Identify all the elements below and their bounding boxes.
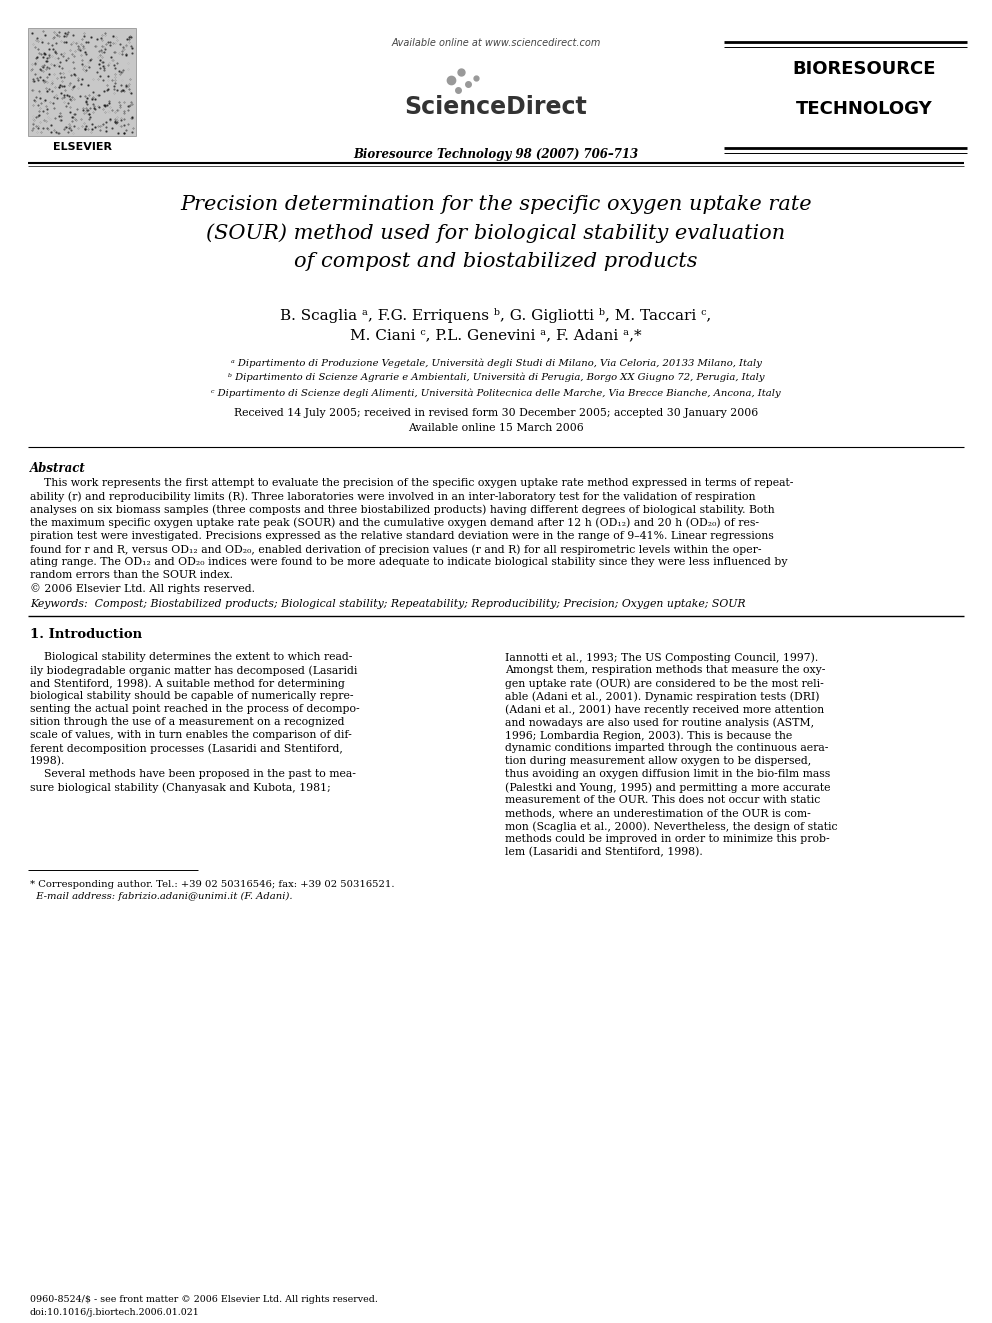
Text: ELSEVIER: ELSEVIER: [53, 142, 111, 152]
Text: random errors than the SOUR index.: random errors than the SOUR index.: [30, 570, 233, 581]
Text: ᵃ Dipartimento di Produzione Vegetale, Università degli Studi di Milano, Via Cel: ᵃ Dipartimento di Produzione Vegetale, U…: [230, 359, 762, 368]
Text: scale of values, with in turn enables the comparison of dif-: scale of values, with in turn enables th…: [30, 730, 352, 740]
Text: Abstract: Abstract: [30, 462, 85, 475]
Text: Keywords:  Compost; Biostabilized products; Biological stability; Repeatability;: Keywords: Compost; Biostabilized product…: [30, 599, 746, 609]
Text: ScienceDirect: ScienceDirect: [405, 95, 587, 119]
Text: BIORESOURCE: BIORESOURCE: [793, 60, 935, 78]
Text: and Stentiford, 1998). A suitable method for determining: and Stentiford, 1998). A suitable method…: [30, 677, 345, 688]
Text: 1. Introduction: 1. Introduction: [30, 628, 142, 642]
Text: able (Adani et al., 2001). Dynamic respiration tests (DRI): able (Adani et al., 2001). Dynamic respi…: [505, 691, 819, 701]
Text: TECHNOLOGY: TECHNOLOGY: [796, 101, 932, 118]
Text: 1998).: 1998).: [30, 755, 65, 766]
Text: 0960-8524/$ - see front matter © 2006 Elsevier Ltd. All rights reserved.: 0960-8524/$ - see front matter © 2006 El…: [30, 1295, 378, 1304]
Text: methods could be improved in order to minimize this prob-: methods could be improved in order to mi…: [505, 833, 829, 844]
Text: doi:10.1016/j.biortech.2006.01.021: doi:10.1016/j.biortech.2006.01.021: [30, 1308, 199, 1316]
Text: tion during measurement allow oxygen to be dispersed,: tion during measurement allow oxygen to …: [505, 755, 811, 766]
Text: methods, where an underestimation of the OUR is com-: methods, where an underestimation of the…: [505, 808, 810, 818]
Text: Bioresource Technology 98 (2007) 706–713: Bioresource Technology 98 (2007) 706–713: [353, 148, 639, 161]
Text: measurement of the OUR. This does not occur with static: measurement of the OUR. This does not oc…: [505, 795, 820, 804]
Text: B. Scaglia ᵃ, F.G. Erriquens ᵇ, G. Gigliotti ᵇ, M. Taccari ᶜ,: B. Scaglia ᵃ, F.G. Erriquens ᵇ, G. Gigli…: [281, 308, 711, 323]
Text: ferent decomposition processes (Lasaridi and Stentiford,: ferent decomposition processes (Lasaridi…: [30, 744, 343, 754]
Text: M. Ciani ᶜ, P.L. Genevini ᵃ, F. Adani ᵃ,*: M. Ciani ᶜ, P.L. Genevini ᵃ, F. Adani ᵃ,…: [350, 328, 642, 343]
Text: ily biodegradable organic matter has decomposed (Lasaridi: ily biodegradable organic matter has dec…: [30, 665, 357, 676]
Text: Precision determination for the specific oxygen uptake rate
(SOUR) method used f: Precision determination for the specific…: [181, 194, 811, 271]
Text: * Corresponding author. Tel.: +39 02 50316546; fax: +39 02 50316521.: * Corresponding author. Tel.: +39 02 503…: [30, 880, 395, 889]
Text: Several methods have been proposed in the past to mea-: Several methods have been proposed in th…: [30, 769, 356, 779]
Text: gen uptake rate (OUR) are considered to be the most reli-: gen uptake rate (OUR) are considered to …: [505, 677, 823, 688]
Text: mon (Scaglia et al., 2000). Nevertheless, the design of static: mon (Scaglia et al., 2000). Nevertheless…: [505, 822, 837, 832]
Text: Iannotti et al., 1993; The US Composting Council, 1997).: Iannotti et al., 1993; The US Composting…: [505, 652, 818, 663]
Text: ability (r) and reproducibility limits (R). Three laboratories were involved in : ability (r) and reproducibility limits (…: [30, 491, 756, 501]
Text: piration test were investigated. Precisions expressed as the relative standard d: piration test were investigated. Precisi…: [30, 531, 774, 541]
Text: biological stability should be capable of numerically repre-: biological stability should be capable o…: [30, 691, 353, 701]
Text: Available online 15 March 2006: Available online 15 March 2006: [408, 423, 584, 433]
Text: analyses on six biomass samples (three composts and three biostabilized products: analyses on six biomass samples (three c…: [30, 504, 775, 515]
Text: the maximum specific oxygen uptake rate peak (SOUR) and the cumulative oxygen de: the maximum specific oxygen uptake rate …: [30, 517, 759, 528]
Text: (Palestki and Young, 1995) and permitting a more accurate: (Palestki and Young, 1995) and permittin…: [505, 782, 830, 792]
Text: ating range. The OD₁₂ and OD₂₀ indices were found to be more adequate to indicat: ating range. The OD₁₂ and OD₂₀ indices w…: [30, 557, 788, 568]
Text: Amongst them, respiration methods that measure the oxy-: Amongst them, respiration methods that m…: [505, 665, 825, 675]
Text: Available online at www.sciencedirect.com: Available online at www.sciencedirect.co…: [391, 38, 601, 48]
Bar: [28, 28, 136, 136]
Text: thus avoiding an oxygen diffusion limit in the bio-film mass: thus avoiding an oxygen diffusion limit …: [505, 769, 830, 779]
Text: Biological stability determines the extent to which read-: Biological stability determines the exte…: [30, 652, 352, 662]
Text: found for r and R, versus OD₁₂ and OD₂₀, enabled derivation of precision values : found for r and R, versus OD₁₂ and OD₂₀,…: [30, 544, 762, 554]
Text: lem (Lasaridi and Stentiford, 1998).: lem (Lasaridi and Stentiford, 1998).: [505, 847, 702, 857]
Text: senting the actual point reached in the process of decompo-: senting the actual point reached in the …: [30, 704, 360, 714]
Text: 1996; Lombardia Region, 2003). This is because the: 1996; Lombardia Region, 2003). This is b…: [505, 730, 793, 741]
Text: E-mail address: fabrizio.adani@unimi.it (F. Adani).: E-mail address: fabrizio.adani@unimi.it …: [30, 892, 293, 901]
Text: This work represents the first attempt to evaluate the precision of the specific: This work represents the first attempt t…: [30, 478, 794, 488]
Text: Received 14 July 2005; received in revised form 30 December 2005; accepted 30 Ja: Received 14 July 2005; received in revis…: [234, 407, 758, 418]
Text: dynamic conditions imparted through the continuous aera-: dynamic conditions imparted through the …: [505, 744, 828, 753]
Text: ᵇ Dipartimento di Scienze Agrarie e Ambientali, Università di Perugia, Borgo XX : ᵇ Dipartimento di Scienze Agrarie e Ambi…: [228, 373, 764, 382]
Text: and nowadays are also used for routine analysis (ASTM,: and nowadays are also used for routine a…: [505, 717, 814, 728]
Text: sure biological stability (Chanyasak and Kubota, 1981;: sure biological stability (Chanyasak and…: [30, 782, 330, 792]
Text: (Adani et al., 2001) have recently received more attention: (Adani et al., 2001) have recently recei…: [505, 704, 824, 714]
Text: sition through the use of a measurement on a recognized: sition through the use of a measurement …: [30, 717, 344, 728]
Text: © 2006 Elsevier Ltd. All rights reserved.: © 2006 Elsevier Ltd. All rights reserved…: [30, 583, 255, 594]
Text: ᶜ Dipartimento di Scienze degli Alimenti, Università Politecnica delle Marche, V: ᶜ Dipartimento di Scienze degli Alimenti…: [211, 388, 781, 397]
